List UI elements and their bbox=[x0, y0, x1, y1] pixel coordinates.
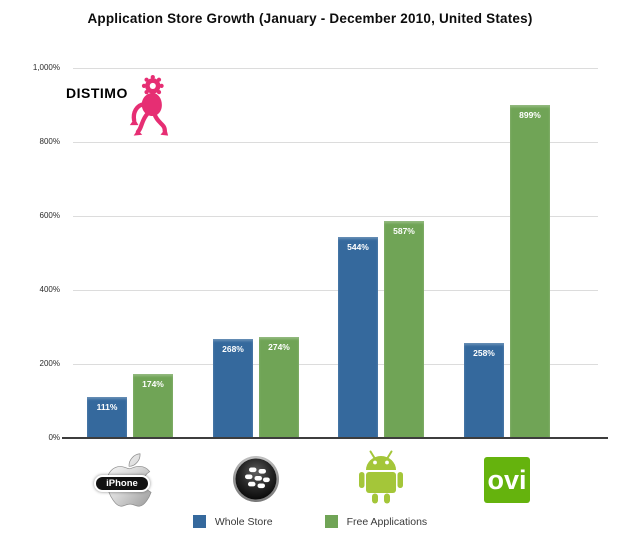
gridline-200 bbox=[73, 363, 598, 365]
chart-title: Application Store Growth (January - Dece… bbox=[87, 11, 533, 26]
bar-whole-store-iphone: 111% bbox=[87, 396, 127, 438]
bar-whole-store-ovi: 258% bbox=[464, 342, 504, 438]
android-robot-icon bbox=[359, 450, 403, 504]
iphone-badge: iPhone bbox=[94, 475, 150, 492]
bar-whole-store-blackberry: 268% bbox=[213, 338, 253, 438]
y-axis-tick-label: 0% bbox=[48, 433, 60, 442]
bar-free-applications-iphone: 174% bbox=[133, 373, 173, 438]
blackberry-icon bbox=[233, 456, 279, 502]
bar-value-label: 544% bbox=[347, 241, 369, 252]
bar-free-applications-ovi: 899% bbox=[510, 105, 550, 438]
y-axis-tick-label: 400% bbox=[39, 285, 60, 294]
plot-area: 111% 268% 544% 258% 174% 274% 587% 899% bbox=[68, 67, 600, 438]
legend-label: Whole Store bbox=[214, 515, 273, 528]
gridline-1000 bbox=[73, 67, 598, 69]
platform-icon-ovi: ovi bbox=[484, 457, 530, 503]
distimo-logo: DISTIMO bbox=[66, 74, 170, 138]
platform-icon-android bbox=[356, 449, 406, 512]
bar-free-applications-blackberry: 274% bbox=[259, 336, 299, 438]
platform-icon-blackberry bbox=[232, 455, 280, 508]
distimo-octopus-icon bbox=[129, 75, 169, 136]
bar-free-applications-android: 587% bbox=[384, 220, 424, 438]
legend-label: Free Applications bbox=[346, 515, 428, 528]
gridline-800 bbox=[73, 141, 598, 143]
bar-value-label: 258% bbox=[473, 347, 495, 358]
legend-swatch-whole-store bbox=[192, 515, 206, 528]
platform-icon-iphone: iPhone bbox=[94, 450, 154, 510]
y-axis-tick-label: 800% bbox=[39, 137, 60, 146]
bar-value-label: 174% bbox=[142, 378, 164, 389]
bar-value-label: 274% bbox=[268, 341, 290, 352]
distimo-wordmark: DISTIMO bbox=[66, 85, 128, 101]
bar-value-label: 899% bbox=[519, 110, 541, 121]
legend-item-free-applications: Free Applications bbox=[324, 515, 428, 528]
ovi-wordmark: ovi bbox=[487, 465, 527, 495]
bar-value-label: 268% bbox=[222, 343, 244, 354]
bar-whole-store-android: 544% bbox=[338, 236, 378, 438]
legend-item-whole-store: Whole Store bbox=[192, 515, 273, 528]
bar-value-label: 587% bbox=[393, 225, 415, 236]
chart-legend: Whole Store Free Applications bbox=[0, 515, 620, 528]
y-axis-tick-label: 600% bbox=[39, 211, 60, 220]
gridline-600 bbox=[73, 215, 598, 217]
x-axis-baseline bbox=[62, 437, 608, 439]
legend-swatch-free-applications bbox=[324, 515, 338, 528]
y-axis-tick-label: 1,000% bbox=[32, 63, 60, 72]
gridline-400 bbox=[73, 289, 598, 291]
bar-value-label: 111% bbox=[96, 401, 118, 412]
ovi-logo-icon: ovi bbox=[484, 457, 530, 503]
y-axis-tick-label: 200% bbox=[39, 359, 60, 368]
